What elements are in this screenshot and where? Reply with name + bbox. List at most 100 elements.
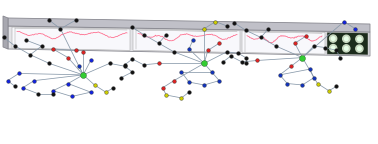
Circle shape (332, 46, 335, 50)
Point (243, 62, 249, 65)
Point (50, 90, 56, 92)
Point (39, 45, 45, 47)
Circle shape (344, 37, 348, 41)
Point (118, 77, 124, 79)
Point (65, 82, 71, 85)
Point (341, 20, 347, 23)
Point (122, 65, 128, 67)
Point (160, 87, 166, 89)
Point (288, 65, 294, 67)
Point (212, 20, 218, 23)
Point (220, 61, 226, 63)
Point (57, 28, 64, 30)
Point (69, 95, 75, 98)
Point (20, 87, 26, 89)
Point (178, 97, 184, 99)
Point (337, 56, 343, 59)
Point (314, 82, 321, 85)
Point (129, 58, 135, 60)
Point (171, 79, 177, 82)
Circle shape (330, 35, 337, 42)
Point (292, 42, 298, 44)
Point (88, 91, 94, 93)
Point (216, 79, 222, 82)
Point (171, 51, 177, 53)
Point (186, 81, 192, 83)
Point (65, 56, 71, 59)
Point (80, 74, 86, 76)
Circle shape (356, 35, 363, 43)
Point (258, 36, 264, 39)
Point (110, 87, 116, 89)
Point (299, 56, 305, 59)
Point (122, 64, 128, 66)
Point (76, 65, 82, 67)
Point (88, 59, 94, 62)
Circle shape (343, 45, 350, 52)
Point (186, 48, 192, 50)
Point (303, 35, 309, 37)
Point (299, 84, 305, 86)
Point (27, 54, 33, 56)
Point (201, 62, 207, 65)
Point (209, 71, 215, 73)
Point (333, 49, 339, 52)
Circle shape (330, 44, 337, 52)
Point (50, 92, 56, 95)
Point (239, 61, 245, 63)
Polygon shape (12, 27, 130, 50)
Point (186, 91, 192, 93)
Point (216, 42, 222, 44)
Point (31, 79, 37, 82)
Point (23, 39, 29, 41)
Point (333, 85, 339, 88)
Point (5, 79, 11, 82)
Point (141, 33, 147, 36)
Point (205, 49, 211, 52)
Circle shape (356, 45, 363, 52)
Point (311, 45, 317, 47)
Point (326, 90, 332, 92)
Point (12, 85, 18, 88)
Polygon shape (8, 26, 370, 56)
Point (201, 28, 207, 30)
Point (1, 36, 7, 39)
Point (163, 33, 169, 36)
Point (224, 51, 230, 53)
Point (163, 94, 169, 96)
Point (50, 48, 56, 50)
Point (311, 77, 317, 79)
Point (91, 84, 98, 86)
Point (73, 19, 79, 21)
Polygon shape (8, 18, 370, 32)
Point (254, 59, 260, 62)
Point (107, 62, 113, 65)
Point (307, 68, 313, 70)
Point (277, 74, 283, 76)
Point (228, 55, 234, 57)
Polygon shape (242, 31, 325, 54)
Polygon shape (3, 16, 8, 49)
Point (224, 25, 230, 27)
Circle shape (358, 47, 361, 50)
Point (156, 42, 162, 44)
Point (178, 71, 184, 73)
Circle shape (358, 37, 361, 41)
Point (35, 92, 41, 95)
Circle shape (332, 37, 335, 40)
Point (12, 45, 18, 47)
Point (231, 22, 237, 24)
Point (190, 39, 196, 41)
Circle shape (343, 35, 350, 42)
Point (141, 64, 147, 66)
Point (129, 71, 135, 73)
Point (322, 46, 328, 49)
Point (156, 62, 162, 65)
Point (273, 45, 279, 47)
Point (103, 91, 109, 93)
Point (201, 84, 207, 86)
Point (235, 52, 241, 54)
Point (265, 28, 271, 30)
Point (243, 29, 249, 31)
Polygon shape (327, 32, 368, 55)
